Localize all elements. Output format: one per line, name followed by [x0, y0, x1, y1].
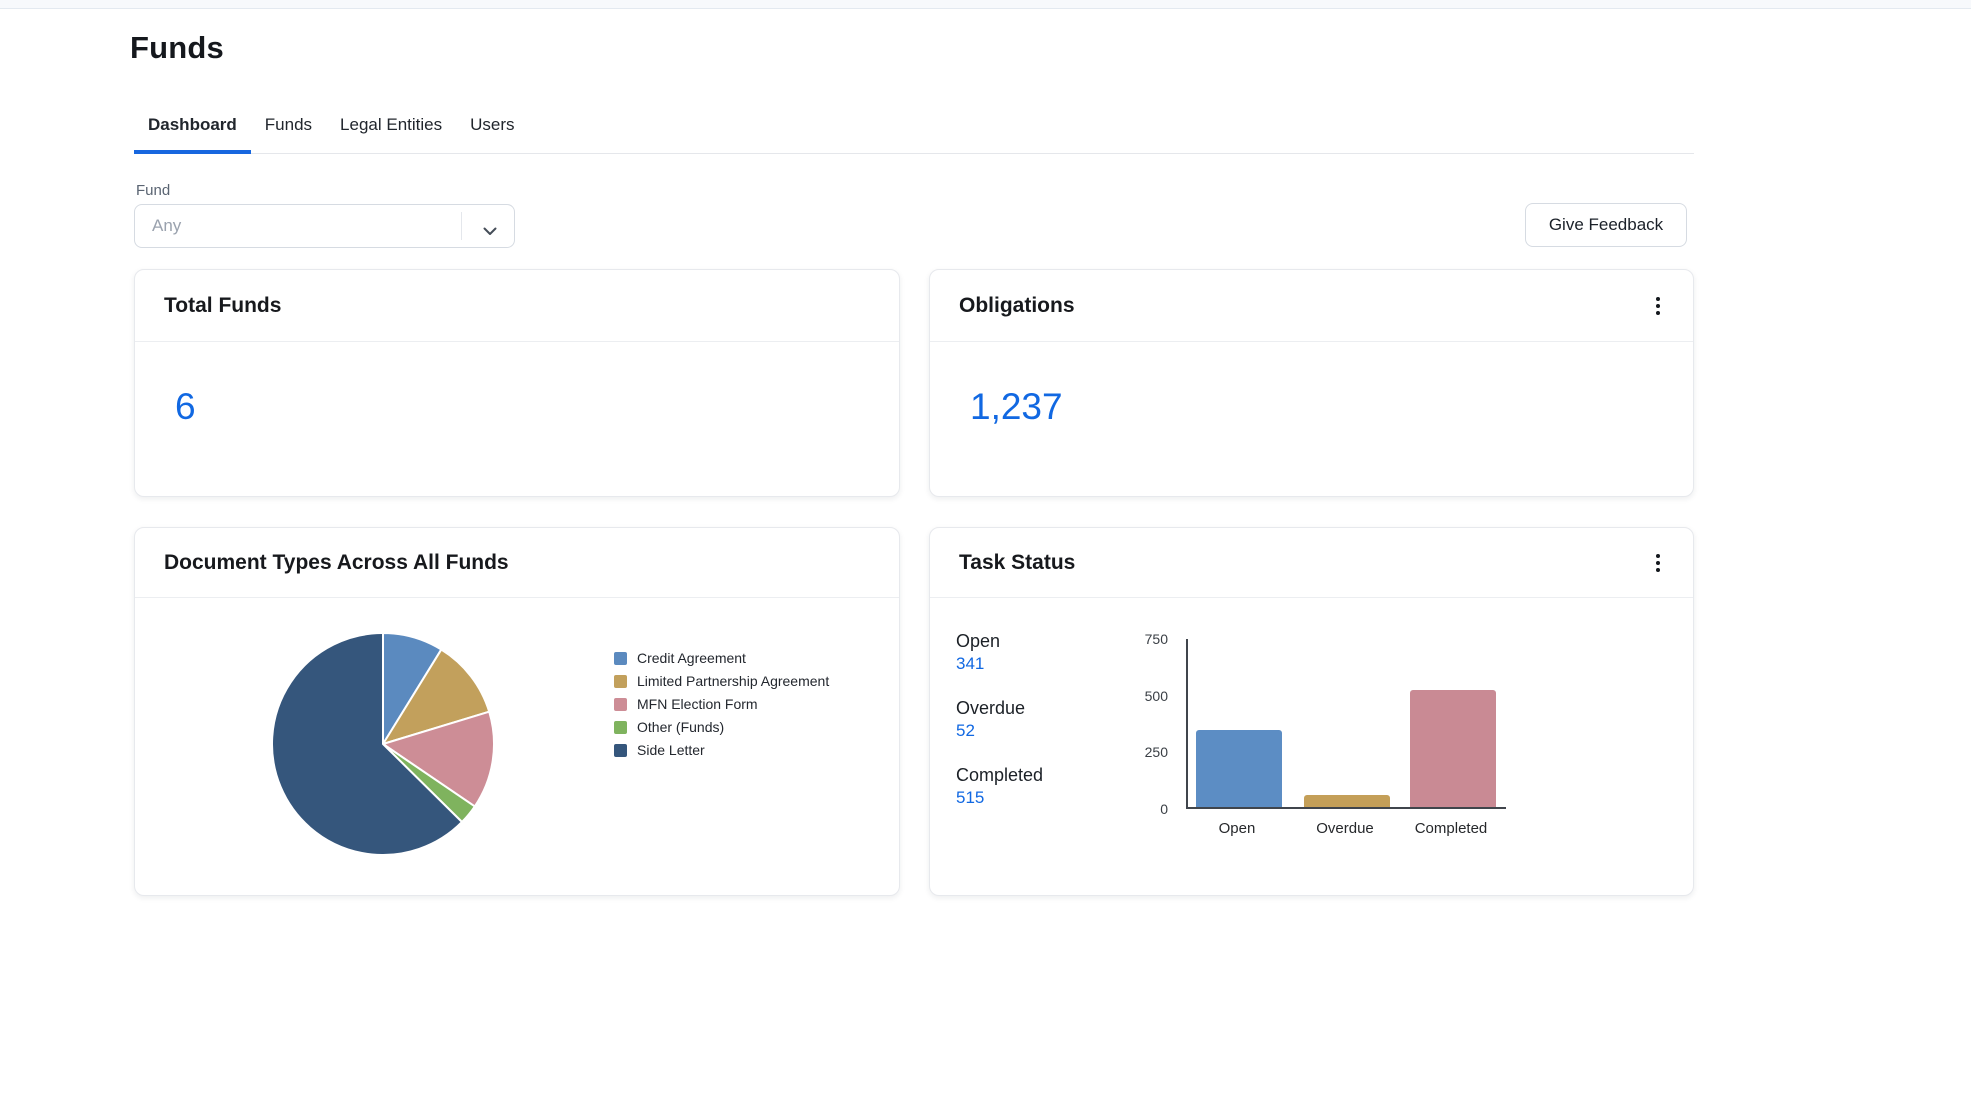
- obligations-card-header: Obligations: [930, 270, 1693, 342]
- x-axis-label-completed: Completed: [1414, 820, 1488, 837]
- y-axis-tick-0: 0: [1160, 801, 1168, 817]
- fund-filter-label: Fund: [136, 182, 171, 199]
- pie-slice-side-letter: [270, 632, 463, 856]
- document-types-card: Document Types Across All Funds Credit A…: [134, 527, 900, 896]
- pie-slice-mfn-election-form: [382, 710, 496, 808]
- select-divider: [461, 212, 462, 240]
- total-funds-card: Total Funds 6: [134, 269, 900, 497]
- chevron-down-icon[interactable]: [483, 223, 497, 241]
- document-types-title: Document Types Across All Funds: [164, 550, 509, 574]
- legend-swatch-icon: [614, 720, 627, 734]
- bar-open: [1196, 729, 1282, 807]
- legend-label: Credit Agreement: [637, 650, 746, 666]
- legend-item: Side Letter: [614, 743, 829, 757]
- document-types-pie-chart: [270, 632, 496, 856]
- obligations-value: 1,237: [970, 386, 1063, 427]
- page-title: Funds: [130, 30, 224, 65]
- task-status-card-header: Task Status: [930, 528, 1693, 598]
- document-types-card-header: Document Types Across All Funds: [135, 528, 899, 598]
- stat-label-open: Open: [956, 631, 1001, 651]
- tab-legal-entities[interactable]: Legal Entities: [340, 115, 443, 134]
- pie-slice-limited-partnership-agreement: [382, 648, 491, 745]
- legend-item: Other (Funds): [614, 720, 829, 734]
- obligations-card: Obligations 1,237: [929, 269, 1694, 497]
- stat-label-overdue: Overdue: [956, 698, 1026, 718]
- fund-select-value: Any: [152, 216, 182, 235]
- give-feedback-button[interactable]: Give Feedback: [1525, 203, 1687, 247]
- legend-swatch-icon: [614, 697, 627, 711]
- legend-swatch-icon: [614, 651, 627, 665]
- legend-item: MFN Election Form: [614, 697, 829, 711]
- legend-swatch-icon: [614, 674, 627, 688]
- legend-swatch-icon: [614, 743, 627, 757]
- stat-value-completed: 515: [956, 788, 985, 807]
- legend-label: Other (Funds): [637, 719, 725, 735]
- bar-completed: [1410, 690, 1496, 807]
- tab-users[interactable]: Users: [470, 115, 515, 134]
- kebab-menu-icon[interactable]: [1645, 550, 1671, 576]
- stat-value-open: 341: [956, 654, 985, 673]
- task-status-card: Task Status Open 341 Overdue 52 Completed 515…: [929, 527, 1694, 896]
- stat-value-overdue: 52: [956, 721, 975, 740]
- fund-select[interactable]: Any: [134, 204, 515, 248]
- tab-bar: Dashboard Funds Legal Entities Users: [134, 112, 1694, 154]
- bar-plot-area: [1186, 639, 1506, 809]
- x-axis-label-overdue: Overdue: [1316, 820, 1374, 837]
- task-status-stats: Open 341 Overdue 52 Completed 515: [956, 631, 1043, 832]
- obligations-title: Obligations: [959, 293, 1075, 317]
- pie-legend: Credit Agreement Limited Partnership Agre…: [614, 651, 829, 757]
- total-funds-title: Total Funds: [164, 293, 282, 317]
- tab-funds[interactable]: Funds: [264, 115, 313, 134]
- total-funds-card-header: Total Funds: [135, 270, 899, 342]
- task-status-title: Task Status: [959, 550, 1076, 574]
- total-funds-value: 6: [175, 386, 196, 427]
- legend-label: Side Letter: [637, 742, 705, 758]
- y-axis-tick-750: 750: [1144, 631, 1168, 647]
- tab-dashboard[interactable]: Dashboard: [134, 112, 251, 154]
- y-axis-tick-500: 500: [1144, 687, 1168, 704]
- legend-label: Limited Partnership Agreement: [637, 673, 830, 689]
- legend-item: Credit Agreement: [614, 651, 829, 665]
- y-axis-tick-250: 250: [1144, 744, 1168, 761]
- browser-top-strip: [0, 0, 1971, 9]
- task-status-bar-chart: 750 500 250 0 Open Overdue Completed: [1106, 631, 1546, 876]
- legend-label: MFN Election Form: [637, 696, 758, 712]
- kebab-menu-icon[interactable]: [1645, 293, 1671, 319]
- x-axis-label-open: Open: [1218, 820, 1256, 837]
- bar-overdue: [1304, 795, 1390, 807]
- stat-label-completed: Completed: [956, 765, 1044, 785]
- legend-item: Limited Partnership Agreement: [614, 674, 829, 688]
